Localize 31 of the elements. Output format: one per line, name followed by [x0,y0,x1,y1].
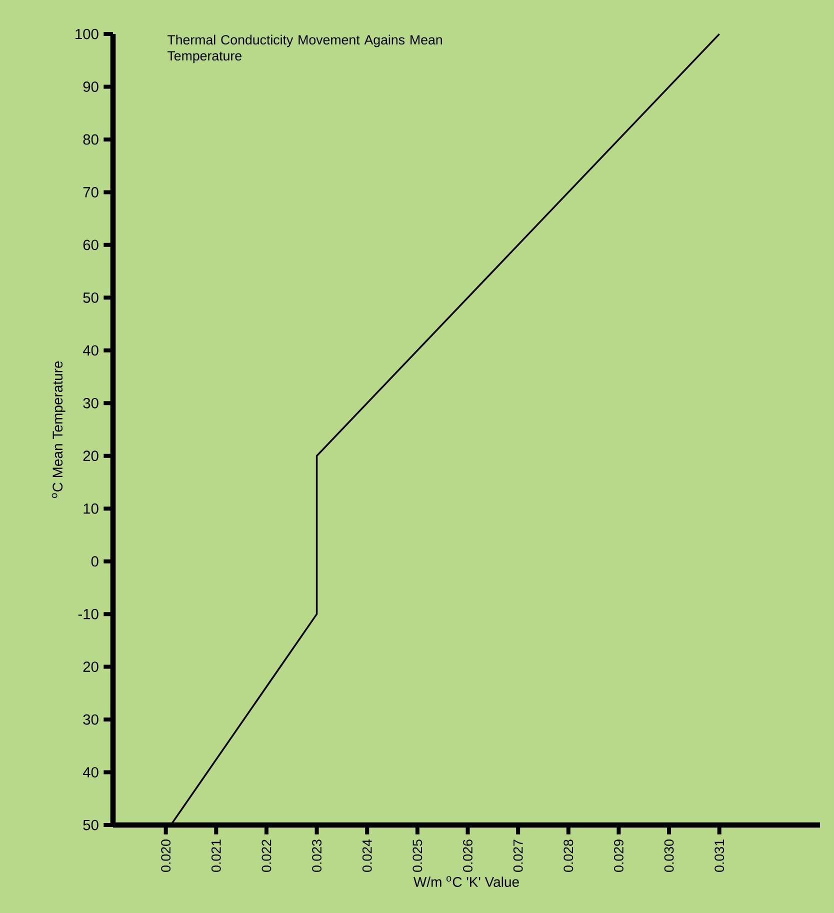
x-tick-label: 0.021 [211,840,221,872]
y-tick-label: 100 [76,28,98,40]
y-tick-label: 30 [83,398,98,408]
x-tick-label: 0.027 [513,840,523,872]
x-tick-label: 0.024 [362,839,372,872]
x-tick-label: 0.023 [312,840,322,872]
y-tick-label: 0 [91,556,98,567]
x-tick-label: 0.025 [412,840,422,872]
x-tick-label: 0.031 [714,840,724,872]
y-tick-label: 20 [83,662,98,672]
y-tick-label: 90 [83,82,98,92]
x-tick-label: 0.028 [564,840,574,872]
x-axis-title: W/m $^{o}$C 'K' Value [414,876,519,887]
x-tick-label: 0.030 [664,840,674,872]
y-tick-label: 70 [83,187,98,198]
y-tick-label: 40 [82,345,98,356]
x-tick-label: 0.026 [463,840,472,872]
y-tick-label: 20 [83,450,98,462]
y-tick-label: 50 [83,820,98,830]
y-tick-label: -10 [78,608,98,620]
x-tick-label: 0.022 [262,840,272,872]
y-tick-label: 80 [83,134,98,145]
text: Thermal Conducticity Movement Agains Mean Temperature [167,34,442,64]
y-tick-label: 40 [82,767,98,778]
y-axis-title: $^{o}$C Mean Temperature [52,361,66,498]
y-tick-label: 10 [84,503,98,514]
y-tick-label: 30 [83,714,98,725]
x-tick-label: 0.029 [614,840,624,872]
x-tick-label: 0.020 [161,840,171,872]
y-tick-label: 60 [83,240,98,250]
y-tick-label: 50 [83,292,98,303]
